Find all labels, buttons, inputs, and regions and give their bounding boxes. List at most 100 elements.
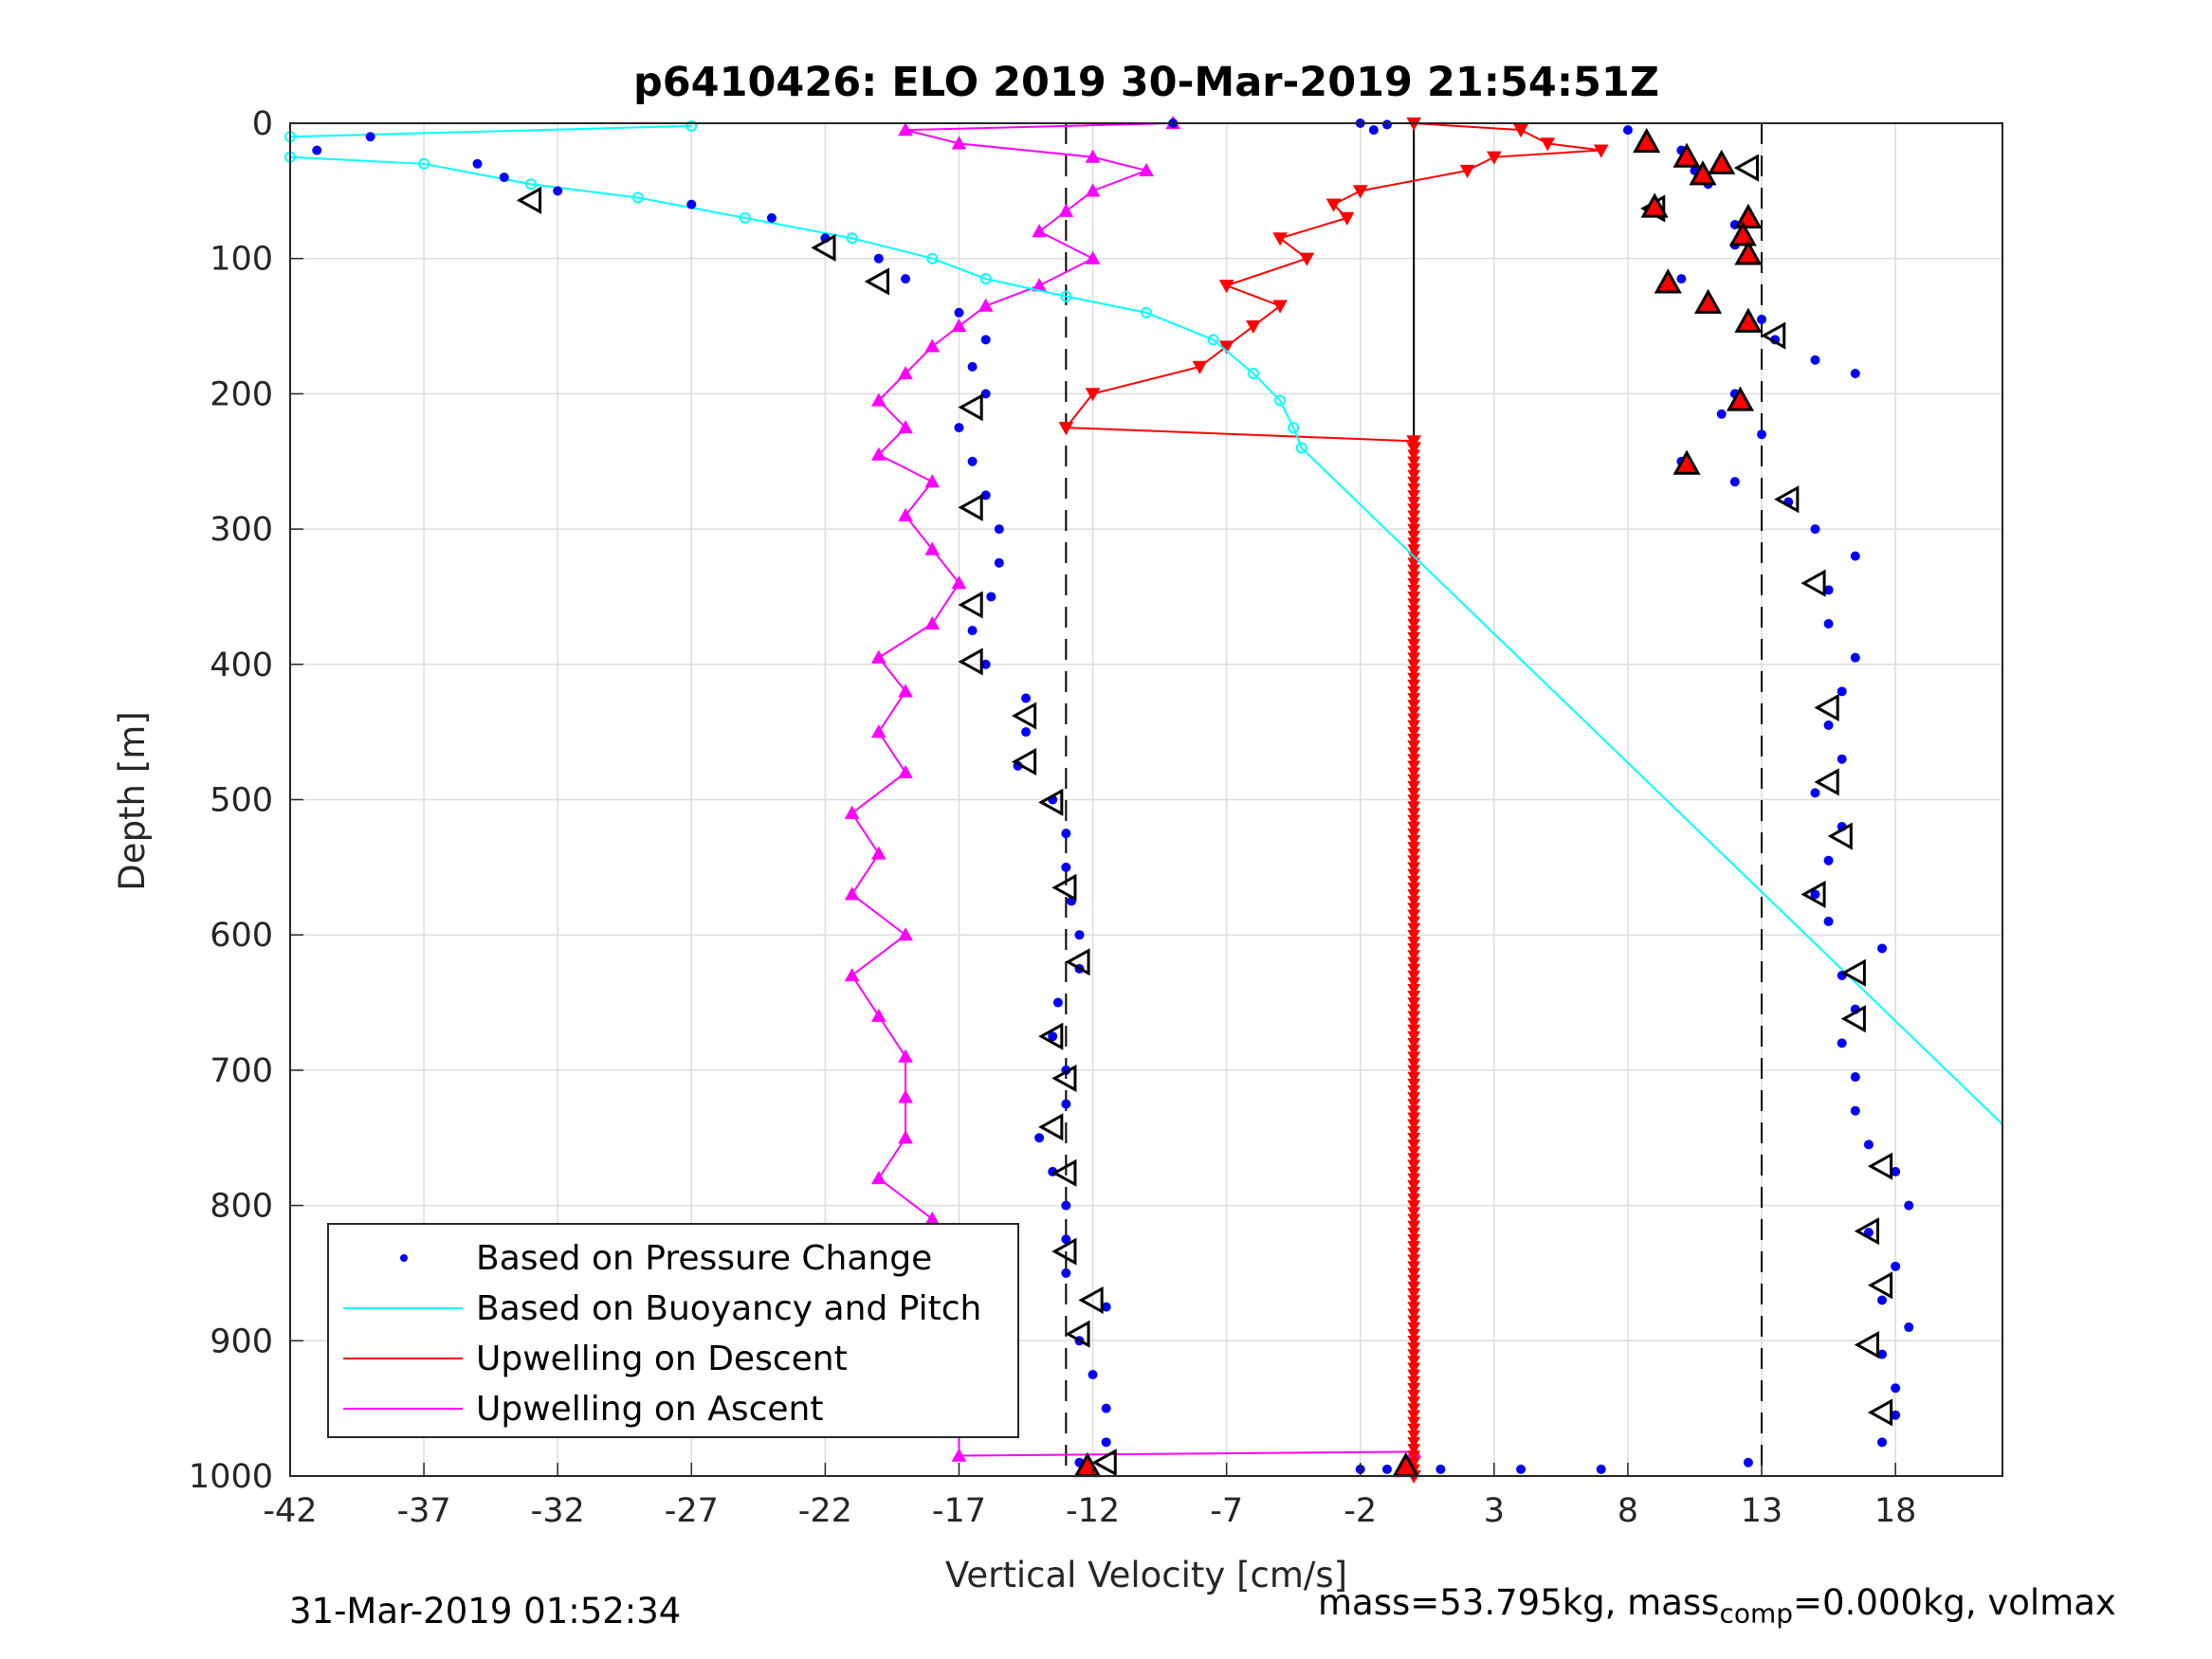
pressure-point xyxy=(1877,943,1888,954)
pressure-point xyxy=(1061,1099,1071,1109)
descent-point xyxy=(1407,747,1421,759)
descent-point xyxy=(1407,1274,1421,1287)
descent-point xyxy=(1407,1423,1421,1436)
descent-point xyxy=(1407,1416,1421,1429)
descent-point xyxy=(1407,976,1421,990)
ascent-point xyxy=(898,1089,913,1103)
y-tick-label: 500 xyxy=(210,782,273,820)
descent-point xyxy=(1407,686,1421,699)
pressure-point xyxy=(1850,652,1860,663)
ascent-point xyxy=(1085,149,1101,163)
descent-point xyxy=(1407,808,1421,820)
descent-point xyxy=(1407,449,1421,462)
footer-mass-prefix: mass=53.795kg, mass xyxy=(1318,1582,1720,1623)
pressure-point xyxy=(1034,1133,1045,1143)
footer-timestamp: 31-Mar-2019 01:52:34 xyxy=(289,1591,682,1632)
descent-point xyxy=(1407,821,1421,834)
descent-point xyxy=(1407,1369,1421,1382)
ascent-point xyxy=(844,805,860,819)
pressure-point xyxy=(1877,1349,1888,1359)
descent-point xyxy=(1407,767,1421,779)
pressure-point xyxy=(1904,1200,1914,1211)
descent-point xyxy=(1407,1085,1421,1098)
pressure-point xyxy=(1757,429,1767,440)
x-tick-label: -37 xyxy=(397,1492,451,1530)
descent-point xyxy=(1407,780,1421,793)
profile-marker xyxy=(811,233,836,262)
descent-point xyxy=(1407,1038,1421,1050)
pressure-point xyxy=(980,335,991,345)
ascent-point xyxy=(870,1008,887,1022)
tick-labels: -42 -37 -32 -27 -22 -17 -12 -7 -2 3 8 13 18 0 100 200 30… xyxy=(189,105,1916,1530)
descent-point xyxy=(1407,963,1421,975)
ascent-point xyxy=(924,615,941,630)
ascent-point xyxy=(898,1048,913,1063)
ascent-point xyxy=(898,420,913,434)
pressure-point xyxy=(1061,829,1071,839)
descent-point xyxy=(1407,733,1421,746)
descent-point xyxy=(1407,639,1421,651)
descent-point xyxy=(1407,922,1421,936)
descent-point xyxy=(1407,469,1421,483)
pressure-point xyxy=(499,173,509,183)
buoyancy-point xyxy=(524,178,537,191)
ascent-point xyxy=(951,575,967,590)
descent-point xyxy=(1299,252,1315,266)
descent-point xyxy=(1407,1105,1421,1118)
descent-point xyxy=(1339,211,1355,226)
pressure-point xyxy=(967,456,978,466)
buoyancy-point xyxy=(631,191,644,204)
ascent-point xyxy=(924,338,941,353)
pressure-point xyxy=(1048,1031,1058,1042)
descent-point xyxy=(1407,997,1421,1010)
pressure-point xyxy=(1381,119,1392,130)
descent-point xyxy=(1407,1450,1421,1463)
pressure-point xyxy=(1891,1383,1901,1394)
descent-point xyxy=(1407,1241,1421,1253)
descent-point xyxy=(1407,1356,1421,1368)
x-tick-label: -27 xyxy=(665,1492,719,1530)
descent-point xyxy=(1407,1207,1421,1219)
descent-point xyxy=(1407,700,1421,712)
pressure-point xyxy=(1863,1139,1874,1150)
descent-point xyxy=(1407,943,1421,956)
descent-point xyxy=(1407,1437,1421,1449)
descent-point xyxy=(1218,280,1234,294)
y-axis-label: Depth [m] xyxy=(112,711,153,890)
ascent-point xyxy=(978,298,994,312)
descent-point xyxy=(1407,794,1421,807)
red-profile-marker xyxy=(1689,160,1717,186)
pressure-point xyxy=(1891,1261,1901,1271)
pressure-point xyxy=(1716,409,1727,419)
descent-point xyxy=(1058,421,1074,436)
ascent-point xyxy=(898,365,913,380)
profile-marker xyxy=(958,591,983,619)
profile-marker xyxy=(1801,880,1826,908)
x-tick-label: -7 xyxy=(1210,1492,1243,1530)
profile-marker xyxy=(1091,1449,1117,1477)
legend-label: Upwelling on Descent xyxy=(476,1340,848,1378)
descent-point xyxy=(1407,456,1421,468)
descent-point xyxy=(1407,706,1421,719)
red-profile-marker xyxy=(1734,240,1763,265)
y-tick-label: 1000 xyxy=(189,1458,273,1496)
descent-point xyxy=(1407,1328,1421,1341)
ascent-point xyxy=(870,447,887,461)
pressure-point xyxy=(1676,274,1687,284)
descent-point xyxy=(1407,774,1421,787)
profile-marker xyxy=(1867,1271,1893,1300)
pressure-point xyxy=(1381,1464,1392,1474)
descent-point xyxy=(1407,916,1421,928)
ascent-point xyxy=(898,1130,913,1144)
descent-point xyxy=(1407,720,1421,733)
descent-point xyxy=(1407,726,1421,739)
pressure-point xyxy=(1516,1464,1526,1474)
descent-point xyxy=(1407,1233,1421,1247)
descent-point xyxy=(1407,611,1421,624)
descent-point xyxy=(1407,1132,1421,1145)
x-tick-label: 18 xyxy=(1874,1492,1917,1530)
descent-point xyxy=(1407,1173,1421,1186)
ascent-point xyxy=(870,649,887,664)
descent-point xyxy=(1407,902,1421,915)
profile-marker xyxy=(1051,1158,1077,1187)
